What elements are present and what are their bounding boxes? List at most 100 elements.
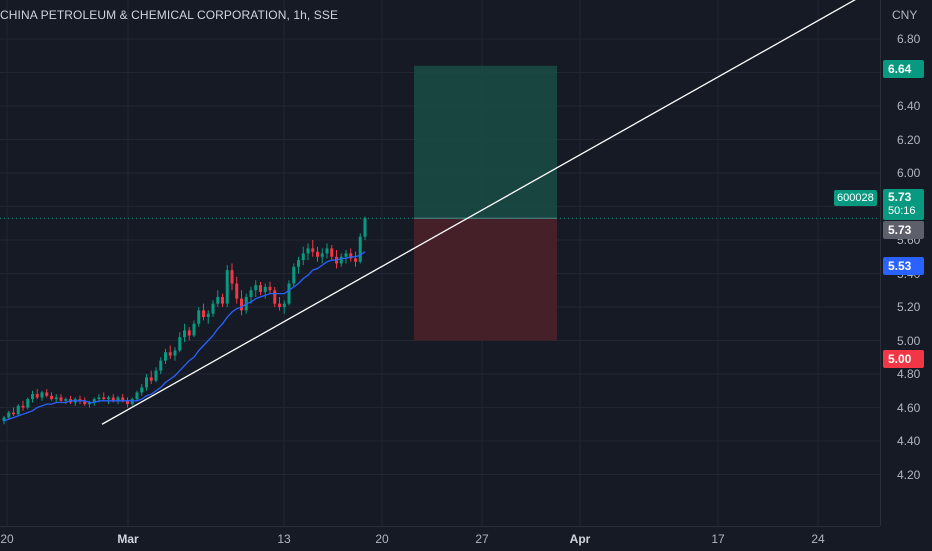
trendline [101,0,856,425]
moving-average-line [3,251,366,422]
close-price-badge: 5.73 [883,221,924,239]
candle-body [159,360,163,371]
candle-body [178,337,182,351]
candle-body [116,397,120,401]
candle-body [154,370,158,381]
candle-body [187,330,191,336]
candle-body [121,397,125,401]
chart-area[interactable]: CHINA PETROLEUM & CHEMICAL CORPORATION, … [0,0,880,526]
candle-body [202,310,205,318]
price-tick-label: 6.00 [897,166,921,180]
candle-body [268,286,272,291]
candle-body [216,296,220,304]
candle-body [130,399,134,405]
candle-body [292,266,296,284]
candle-body [320,253,324,257]
candle-body [21,405,25,408]
candle-body [278,303,281,307]
candle-body [273,290,277,304]
candle-body [102,397,106,400]
price-tick-label: 6.80 [897,32,921,46]
time-tick-label: 20 [0,532,14,546]
candle-body [301,253,305,261]
candle-body [126,400,129,405]
time-tick-label: 17 [711,532,725,546]
candle-body [31,394,34,400]
candle-body [306,248,310,254]
price-tick-label: 5.00 [897,333,921,348]
candle-body [206,313,210,318]
candle-body [282,303,286,307]
candle-body [64,399,68,401]
candle-body [140,387,144,393]
candle-body [259,285,262,292]
candle-body [173,350,177,356]
candle-body [225,270,229,304]
candle-body [249,290,253,297]
candle-body [240,298,243,311]
candle-body [111,397,115,401]
candle-body [183,330,186,338]
candle-body [311,248,315,252]
candle-body [192,323,196,336]
time-tick-label: 24 [811,532,825,546]
candle-body [54,397,58,400]
candle-body [83,400,87,405]
candle-body [50,395,53,400]
candle-body [297,260,300,267]
candle-body [7,412,11,418]
candle-body [35,394,39,398]
candle-body [316,251,319,257]
candle-body [230,270,234,284]
candle-body [40,392,44,398]
price-tick-label: 4.40 [897,434,921,448]
chart-title: CHINA PETROLEUM & CHEMICAL CORPORATION, … [0,8,339,22]
candle-body [263,286,267,292]
profit-zone [414,65,557,219]
candle-body [235,283,239,299]
price-tick-label: 6.20 [897,132,921,147]
time-tick-label: 13 [277,532,291,546]
target-price-badge: 6.64 [883,60,924,78]
candle-body [107,397,110,400]
candle-body [12,412,15,415]
last-price-badge: 5.73 50:16 [883,189,924,220]
candle-body [325,248,329,254]
candle-body [149,377,153,381]
loss-zone [414,218,557,341]
time-tick-label: Apr [569,532,591,546]
candle-body [221,296,224,304]
candle-body [26,399,30,408]
time-tick-label: 20 [375,532,389,546]
price-tick-label: 4.20 [897,467,921,482]
candle-body [135,392,139,400]
candle-body [78,399,82,401]
stop-price-badge: 5.00 [883,350,924,368]
candle-body [344,253,348,257]
price-tick-label: 4.60 [897,400,921,415]
candle-body [145,377,148,388]
symbol-badge: 600028 [834,190,877,206]
candle-body [92,399,96,403]
candle-body [2,417,6,421]
candle-body [363,218,367,237]
candle-body [197,310,201,324]
price-tick-label: 4.80 [897,367,921,381]
candle-body [354,258,357,262]
candle-body [349,253,353,259]
candle-body [88,402,91,405]
candle-body [168,352,172,356]
candle-body [211,303,215,314]
time-tick-label: 27 [475,532,489,546]
candle-body [254,285,258,291]
candle-body [45,392,49,396]
time-axis[interactable]: 20 Mar 13 20 27 Apr 17 24 [0,526,880,551]
price-tick-label: 6.40 [897,99,921,113]
price-tick-label: 5.20 [897,300,921,314]
last-price-value: 5.73 [888,190,912,204]
candle-body [358,236,362,262]
bar-countdown: 50:16 [888,205,916,217]
currency-label: CNY [892,8,918,22]
candle-body [16,405,20,415]
price-chart[interactable] [0,0,880,526]
